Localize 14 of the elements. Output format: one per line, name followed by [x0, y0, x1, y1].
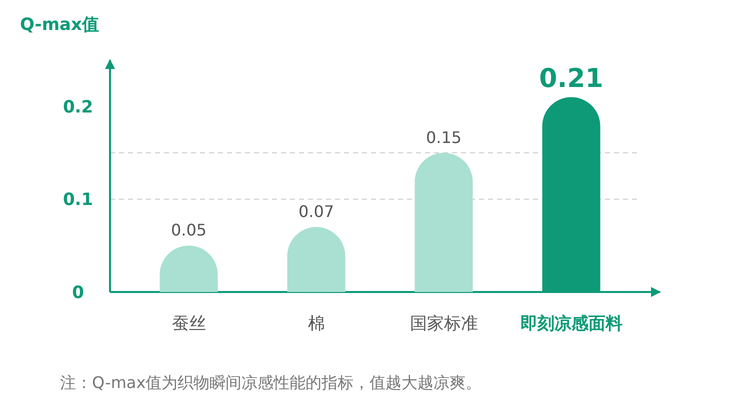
y-tick-label: 0.1	[62, 190, 94, 210]
data-label: 0.05	[170, 220, 207, 240]
x-tick-label: 蚕丝	[172, 314, 206, 334]
x-tick-label: 棉	[308, 314, 325, 334]
chart-title: Q-max值	[20, 15, 99, 35]
text: 注：Q-max值为织物瞬间凉感性能的指标，值越大越凉爽。	[60, 373, 482, 392]
data-label: 0.21	[539, 64, 604, 94]
x-tick-label: 即刻凉感面料	[520, 314, 622, 334]
y-tick-label: 0.2	[62, 97, 94, 118]
data-label: 0.15	[426, 128, 462, 147]
bar	[414, 152, 473, 292]
y-tick-label: 0	[72, 283, 84, 303]
data-label: 0.07	[298, 202, 334, 222]
x-tick-label: 国家标准	[410, 314, 478, 334]
